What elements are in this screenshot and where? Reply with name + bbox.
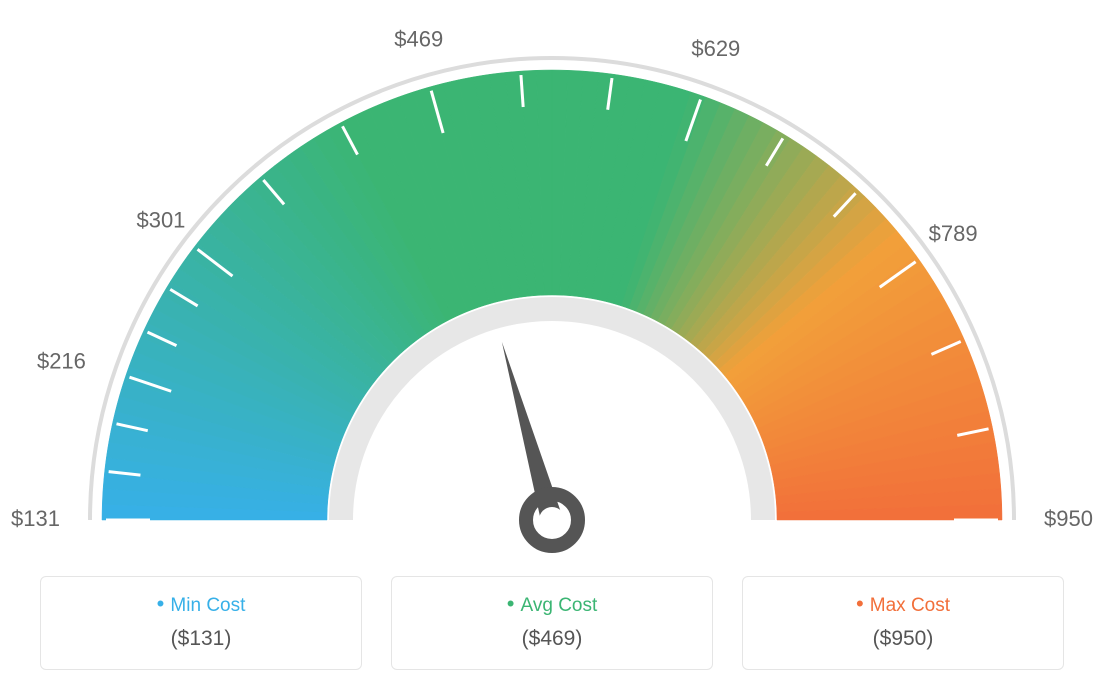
gauge-svg: $131 $216 $301 $469 $629 $789 $950	[0, 0, 1104, 560]
legend-label-min: Min Cost	[41, 591, 361, 617]
legend-value-max: ($950)	[743, 627, 1063, 651]
tick-label: $950	[1044, 506, 1093, 531]
legend-card-max: Max Cost ($950)	[742, 576, 1064, 670]
needle-hub-inner	[539, 507, 565, 533]
legend-value-min: ($131)	[41, 627, 361, 651]
tick-label: $216	[37, 348, 86, 373]
tick-label: $789	[929, 221, 978, 246]
gauge-chart-container: $131 $216 $301 $469 $629 $789 $950 Min Cost ($…	[0, 0, 1104, 690]
tick-label: $629	[691, 36, 740, 61]
tick-label: $131	[11, 506, 60, 531]
tick-label: $469	[394, 26, 443, 51]
legend-card-min: Min Cost ($131)	[40, 576, 362, 670]
gauge-area: $131 $216 $301 $469 $629 $789 $950	[0, 0, 1104, 560]
legend-value-avg: ($469)	[392, 627, 712, 651]
legend-row: Min Cost ($131) Avg Cost ($469) Max Cost…	[0, 576, 1104, 670]
legend-card-avg: Avg Cost ($469)	[391, 576, 713, 670]
legend-label-max: Max Cost	[743, 591, 1063, 617]
tick-label: $301	[136, 207, 185, 232]
legend-label-avg: Avg Cost	[392, 591, 712, 617]
